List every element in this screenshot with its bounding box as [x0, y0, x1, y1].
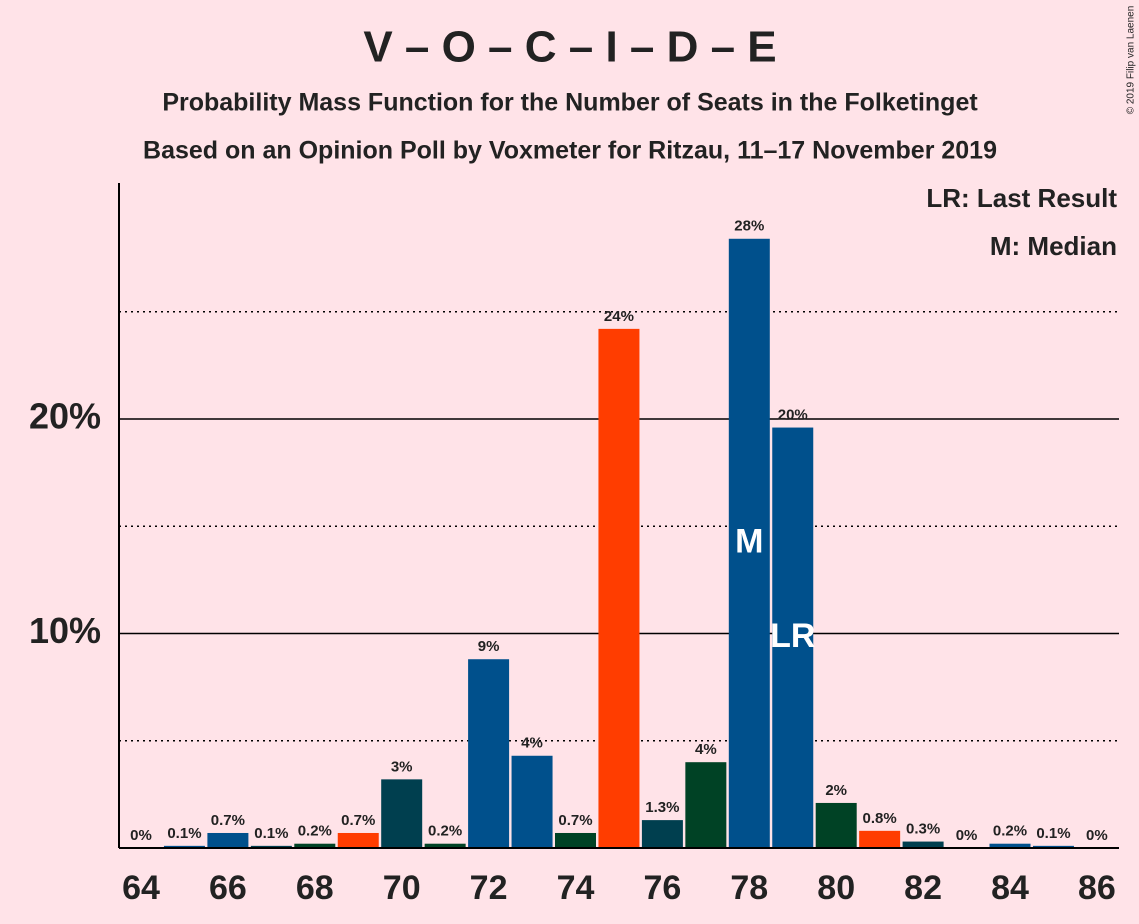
bar: [989, 843, 1031, 848]
chart-subtitle: Based on an Opinion Poll by Voxmeter for…: [143, 137, 997, 165]
bar: [772, 427, 814, 848]
bar: [728, 238, 770, 849]
legend-entry: M: Median: [990, 231, 1117, 261]
x-tick-label: 68: [296, 869, 334, 907]
value-label: 0%: [130, 827, 152, 844]
value-label: 0.1%: [167, 825, 201, 842]
bar: [641, 820, 683, 848]
value-label: 0.2%: [993, 823, 1027, 840]
bar: [250, 845, 292, 848]
value-label: 0.7%: [341, 812, 375, 829]
bar: [294, 843, 336, 848]
value-label: 0%: [1086, 827, 1108, 844]
value-label: 0%: [956, 827, 978, 844]
x-tick-label: 66: [209, 869, 247, 907]
x-tick-label: 84: [991, 869, 1029, 907]
value-label: 0.2%: [428, 823, 462, 840]
bar: [1032, 845, 1074, 848]
value-label: 1.3%: [645, 799, 679, 816]
median-marker: M: [735, 522, 763, 560]
chart-title: V – O – C – I – D – E: [363, 23, 776, 72]
x-tick-label: 80: [817, 869, 855, 907]
value-label: 20%: [778, 407, 808, 424]
bar: [424, 843, 466, 848]
value-label: 9%: [478, 638, 500, 655]
value-label: 0.7%: [558, 812, 592, 829]
bar: [163, 845, 205, 848]
bar: [685, 762, 727, 848]
value-label: 3%: [391, 758, 413, 775]
value-label: 0.7%: [211, 812, 245, 829]
value-label: 0.1%: [1036, 825, 1070, 842]
legend-entry: LR: Last Result: [926, 183, 1117, 213]
bar: [207, 832, 249, 848]
value-label: 0.2%: [298, 823, 332, 840]
bar: [598, 328, 640, 848]
value-label: 28%: [734, 218, 764, 235]
value-label: 0.3%: [906, 821, 940, 838]
bar: [468, 659, 510, 848]
x-tick-label: 76: [643, 869, 681, 907]
y-tick-label: 20%: [29, 395, 101, 436]
copyright: © 2019 Filip van Laenen: [1126, 6, 1137, 115]
value-label: 2%: [825, 782, 847, 799]
chart-subtitle: Probability Mass Function for the Number…: [162, 89, 978, 117]
x-tick-label: 78: [730, 869, 768, 907]
x-tick-label: 82: [904, 869, 942, 907]
value-label: 4%: [521, 735, 543, 752]
bar: [902, 841, 944, 848]
x-tick-label: 70: [383, 869, 421, 907]
bar: [859, 830, 901, 848]
bar: [815, 802, 857, 848]
x-tick-label: 86: [1078, 869, 1116, 907]
value-label: 0.8%: [863, 810, 897, 827]
y-tick-label: 10%: [29, 610, 101, 651]
x-tick-label: 72: [470, 869, 508, 907]
last-result-marker: LR: [770, 617, 815, 655]
bar: [511, 755, 553, 848]
x-tick-label: 64: [122, 869, 160, 907]
value-label: 24%: [604, 308, 634, 325]
x-tick-label: 74: [557, 869, 595, 907]
value-label: 0.1%: [254, 825, 288, 842]
bar: [381, 779, 423, 848]
bar: [555, 832, 596, 848]
bar: [337, 832, 379, 848]
value-label: 4%: [695, 741, 717, 758]
